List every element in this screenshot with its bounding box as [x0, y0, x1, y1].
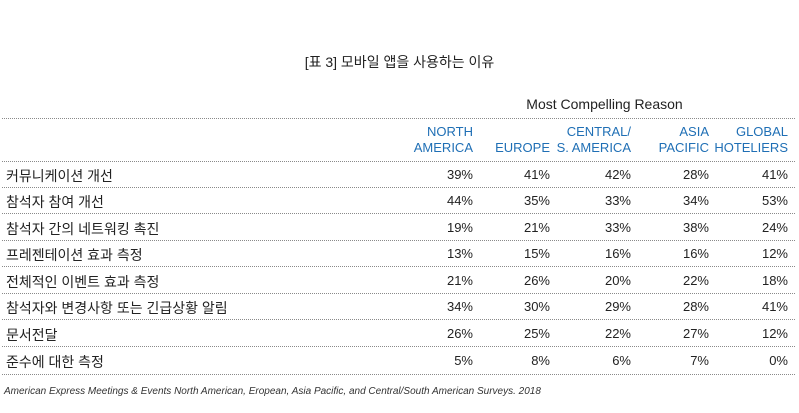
row-divider: [2, 319, 795, 320]
table-cell: 8%: [531, 353, 550, 368]
row-label: 참석자 간의 네트워킹 촉진: [6, 221, 160, 237]
table-cell: 5%: [454, 353, 473, 368]
table-cell: 24%: [761, 220, 788, 235]
table-cell: 22%: [604, 326, 631, 341]
table-cell: 42%: [604, 167, 631, 182]
table-cell: 28%: [682, 299, 709, 314]
table-cell: 35%: [523, 193, 550, 208]
source-footnote: American Express Meetings & Events North…: [4, 386, 541, 397]
row-label: 준수에 대한 측정: [6, 354, 104, 370]
table-cell: 41%: [761, 167, 788, 182]
table-cell: 19%: [446, 220, 473, 235]
table-cell: 20%: [604, 273, 631, 288]
table-cell: 27%: [682, 326, 709, 341]
column-header-line1: [480, 124, 550, 140]
table-caption: [표 3] 모바일 앱을 사용하는 이유: [304, 54, 495, 70]
table-cell: 12%: [761, 326, 788, 341]
column-header-line2: AMERICA: [413, 140, 473, 155]
column-header-europe: EUROPE: [480, 124, 550, 156]
table-cell: 53%: [761, 193, 788, 208]
row-divider: [2, 213, 795, 214]
table-cell: 25%: [523, 326, 550, 341]
table-cell: 18%: [761, 273, 788, 288]
table-cell: 34%: [682, 193, 709, 208]
row-label: 커뮤니케이션 개선: [6, 168, 113, 184]
row-divider: [2, 240, 795, 241]
column-header-central-s-america: CENTRAL/ S. AMERICA: [545, 124, 631, 156]
column-header-north-america: NORTH AMERICA: [400, 124, 473, 156]
row-divider: [2, 187, 795, 188]
column-header-line1: NORTH: [427, 124, 473, 139]
table-cell: 39%: [446, 167, 473, 182]
table-cell: 0%: [769, 353, 788, 368]
table-cell: 16%: [682, 246, 709, 261]
table-cell: 41%: [523, 167, 550, 182]
table-cell: 29%: [604, 299, 631, 314]
column-header-line2: PACIFIC: [658, 140, 709, 155]
table-cell: 38%: [682, 220, 709, 235]
row-label: 문서전달: [6, 327, 58, 343]
table-cell: 26%: [446, 326, 473, 341]
row-label: 전체적인 이벤트 효과 측정: [6, 274, 160, 290]
column-header-global-hoteliers: GLOBAL HOTELIERS: [705, 124, 788, 156]
table-cell: 30%: [523, 299, 550, 314]
table-cell: 33%: [604, 220, 631, 235]
row-label: 프레젠테이션 효과 측정: [6, 247, 143, 263]
bottom-divider: [2, 374, 795, 375]
table-cell: 13%: [446, 246, 473, 261]
column-header-line1: ASIA: [679, 124, 709, 139]
table-cell: 22%: [682, 273, 709, 288]
table-cell: 21%: [446, 273, 473, 288]
table-cell: 41%: [761, 299, 788, 314]
column-header-line1: GLOBAL: [735, 124, 788, 139]
table-cell: 26%: [523, 273, 550, 288]
table-cell: 44%: [446, 193, 473, 208]
column-header-line2: S. AMERICA: [556, 140, 631, 155]
row-divider: [2, 266, 795, 267]
table-cell: 15%: [523, 246, 550, 261]
row-label: 참석자 참여 개선: [6, 194, 104, 210]
row-divider: [2, 293, 795, 294]
column-header-line1: CENTRAL/: [566, 124, 631, 139]
top-divider: [2, 118, 795, 119]
table-cell: 33%: [604, 193, 631, 208]
table-cell: 16%: [604, 246, 631, 261]
row-divider: [2, 346, 795, 347]
header-divider: [2, 161, 795, 162]
table-cell: 6%: [612, 353, 631, 368]
table-cell: 21%: [523, 220, 550, 235]
column-header-asia-pacific: ASIA PACIFIC: [636, 124, 709, 156]
table-cell: 34%: [446, 299, 473, 314]
row-label: 참석자와 변경사항 또는 긴급상황 알림: [6, 300, 228, 316]
column-header-line2: HOTELIERS: [714, 140, 788, 155]
table-cell: 28%: [682, 167, 709, 182]
table-cell: 12%: [761, 246, 788, 261]
group-title: Most Compelling Reason: [526, 96, 683, 112]
column-header-line2: EUROPE: [495, 140, 550, 155]
table-cell: 7%: [690, 353, 709, 368]
